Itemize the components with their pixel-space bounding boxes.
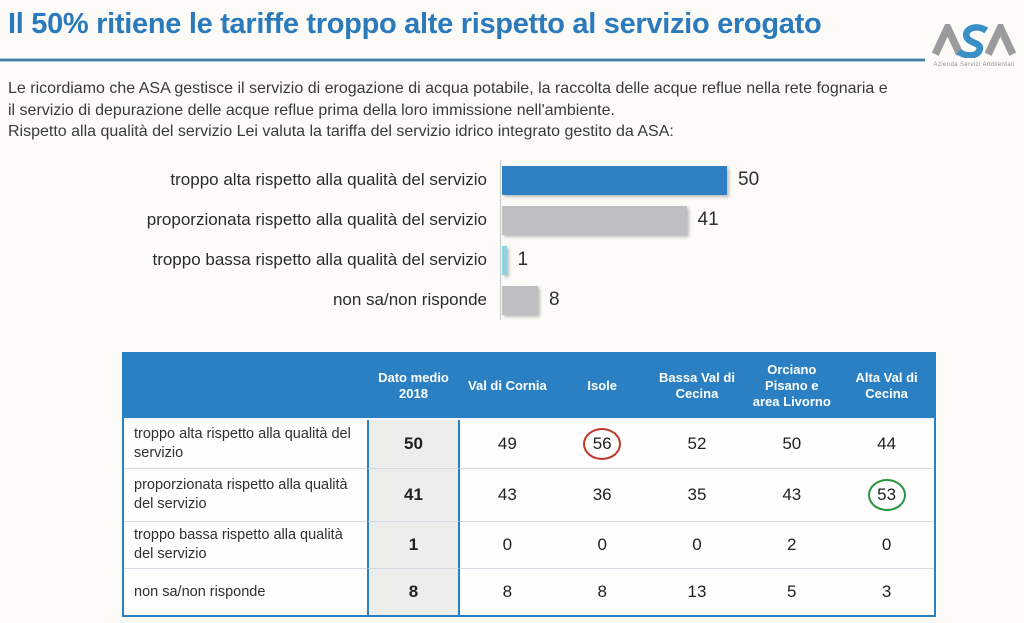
results-table: Dato medio 2018 Val di Cornia Isole Bass… bbox=[122, 352, 936, 617]
table-cell: 36 bbox=[554, 469, 650, 522]
table-cell: 0 bbox=[460, 522, 555, 569]
table-cell: 44 bbox=[839, 420, 934, 469]
table-row-label: non sa/non risponde bbox=[124, 569, 367, 615]
asa-logo-icon bbox=[930, 18, 1018, 62]
table-cell: 49 bbox=[460, 420, 555, 469]
table-header-empty bbox=[124, 354, 367, 420]
table-row-label: troppo alta rispetto alla qualità del se… bbox=[124, 420, 367, 469]
bar-track: 8 bbox=[500, 280, 800, 320]
table-header-isole: Isole bbox=[554, 354, 650, 420]
table-cell: 2 bbox=[744, 522, 840, 569]
bar-proporzionata bbox=[502, 205, 687, 235]
bar-troppo-bassa bbox=[502, 245, 507, 275]
table-header-bassa-val-di-cecina: Bassa Val di Cecina bbox=[649, 354, 745, 420]
survey-question: Rispetto alla qualità del servizio Lei v… bbox=[8, 123, 674, 140]
table-cell: 13 bbox=[649, 569, 745, 615]
chart-row: proporzionata rispetto alla qualità del … bbox=[0, 200, 800, 240]
bar-label-non-sa: non sa/non risponde bbox=[332, 290, 487, 309]
page-title: Il 50% ritiene le tariffe troppo alte ri… bbox=[8, 8, 822, 40]
table-row-label: troppo bassa rispetto alla qualità del s… bbox=[124, 522, 367, 569]
bar-label-troppo-bassa: troppo bassa rispetto alla qualità del s… bbox=[152, 250, 487, 269]
table-cell: 8 bbox=[460, 569, 555, 615]
table-cell: 50 bbox=[744, 420, 840, 469]
table-cell: 50 bbox=[367, 420, 460, 469]
bar-label-troppo-alta: troppo alta rispetto alla qualità del se… bbox=[170, 170, 487, 189]
intro-text: Le ricordiamo che ASA gestisce il serviz… bbox=[8, 78, 1018, 143]
table-cell: 56 bbox=[554, 420, 650, 469]
table-cell: 52 bbox=[649, 420, 745, 469]
chart-row: troppo alta rispetto alla qualità del se… bbox=[0, 160, 800, 200]
bar-track: 50 bbox=[500, 160, 800, 200]
asa-logo-caption: Azienda Servizi Ambientali bbox=[933, 62, 1015, 68]
bar-value: 8 bbox=[549, 289, 560, 310]
title-divider bbox=[0, 59, 925, 61]
bar-value: 41 bbox=[697, 209, 719, 230]
table-cell: 43 bbox=[744, 469, 840, 522]
table-cell: 41 bbox=[367, 469, 460, 522]
table-header-val-di-cornia: Val di Cornia bbox=[460, 354, 555, 420]
table-header-alta-val-di-cecina: Alta Val di Cecina bbox=[839, 354, 934, 420]
table-header-dato-medio: Dato medio 2018 bbox=[367, 354, 460, 420]
bar-chart: troppo alta rispetto alla qualità del se… bbox=[0, 160, 800, 320]
table-cell: 35 bbox=[649, 469, 745, 522]
intro-line-2: il servizio di depurazione delle acque r… bbox=[8, 101, 615, 119]
bar-troppo-alta bbox=[502, 165, 727, 195]
table-cell: 5 bbox=[744, 569, 840, 615]
table-cell: 8 bbox=[554, 569, 650, 615]
chart-row: non sa/non risponde 8 bbox=[0, 280, 800, 320]
bar-value: 1 bbox=[517, 249, 529, 270]
intro-line-1: Le ricordiamo che ASA gestisce il serviz… bbox=[8, 80, 888, 97]
table-row-label: proporzionata rispetto alla qualità del … bbox=[124, 469, 367, 522]
bar-value: 50 bbox=[738, 169, 760, 190]
table-cell: 53 bbox=[839, 469, 934, 522]
table-cell: 0 bbox=[839, 522, 934, 569]
bar-non-sa bbox=[502, 285, 538, 315]
table-header-orciano: Orciano Pisano e area Livorno bbox=[744, 354, 840, 420]
bar-label-proporzionata: proporzionata rispetto alla qualità del … bbox=[146, 210, 487, 229]
table-cell: 43 bbox=[460, 469, 555, 522]
table-cell: 0 bbox=[554, 522, 650, 569]
table-cell: 8 bbox=[367, 569, 460, 615]
table-cell: 3 bbox=[839, 569, 934, 615]
asa-logo: Azienda Servizi Ambientali bbox=[928, 18, 1020, 68]
bar-track: 41 bbox=[500, 200, 800, 240]
bar-track: 1 bbox=[500, 240, 800, 280]
table-cell: 0 bbox=[649, 522, 745, 569]
table-cell: 1 bbox=[367, 522, 460, 569]
chart-row: troppo bassa rispetto alla qualità del s… bbox=[0, 240, 800, 280]
